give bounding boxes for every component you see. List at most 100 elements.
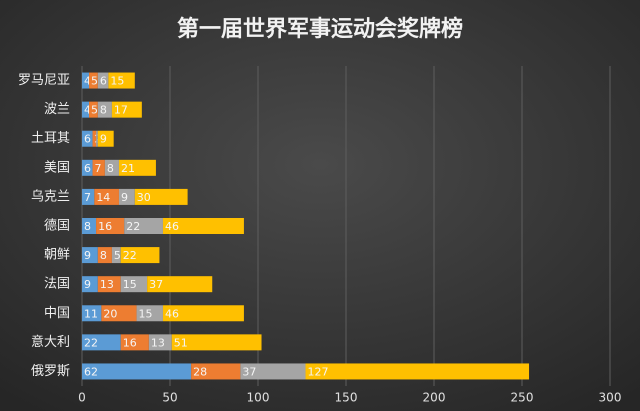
data-label: 46	[165, 220, 179, 233]
x-tick-label: 250	[511, 391, 534, 405]
data-label: 15	[139, 307, 153, 320]
data-label: 20	[103, 307, 117, 320]
bar-segment	[171, 334, 262, 351]
bar-segment	[92, 159, 105, 176]
y-tick-label: 法国	[44, 277, 70, 292]
data-label: 51	[174, 336, 188, 349]
bar-segment	[97, 247, 112, 264]
bar-segment	[82, 101, 90, 118]
data-label: 9	[84, 249, 91, 262]
bar-segment	[118, 188, 135, 205]
chart-title: 第一届世界军事运动会奖牌榜	[177, 16, 463, 42]
bar-segment	[104, 159, 119, 176]
bar-segment	[82, 363, 192, 380]
bar-segment	[136, 305, 163, 322]
data-label: 37	[149, 278, 163, 291]
y-tick-label: 乌克兰	[31, 188, 70, 204]
data-label: 46	[165, 307, 179, 320]
data-label: 15	[123, 278, 137, 291]
bar-segment	[96, 218, 125, 234]
x-tick-label: 100	[247, 391, 270, 405]
data-label: 5	[91, 104, 98, 117]
bar-segment	[124, 218, 163, 234]
data-label: 13	[151, 336, 165, 349]
data-label: 8	[100, 249, 107, 262]
data-label: 6	[100, 75, 107, 88]
bar-segment	[111, 101, 142, 118]
bar-segment	[118, 159, 156, 176]
data-label: 22	[84, 336, 98, 349]
bar-segment	[97, 72, 109, 89]
data-label: 9	[100, 133, 107, 146]
bar-segment	[148, 334, 172, 351]
data-label: 6	[84, 133, 91, 146]
data-label: 127	[308, 365, 329, 378]
y-tick-label: 波兰	[44, 102, 70, 117]
data-label: 7	[84, 191, 91, 204]
data-label: 5	[114, 249, 121, 262]
y-tick-label: 意大利	[31, 334, 70, 350]
x-tick-label: 0	[78, 391, 86, 405]
bar-segment	[111, 247, 121, 264]
bar-segment	[82, 72, 90, 89]
data-label: 13	[100, 278, 114, 291]
bar-segment	[92, 130, 97, 147]
x-tick-label: 150	[335, 391, 358, 405]
bar-segment	[94, 188, 119, 205]
data-label: 5	[91, 75, 98, 88]
bar-segment	[120, 334, 149, 351]
y-tick-label: 俄罗斯	[31, 364, 70, 379]
data-label: 15	[110, 75, 124, 88]
bar-segment	[82, 188, 95, 205]
data-label: 9	[121, 191, 128, 204]
bar-segment	[120, 276, 148, 293]
data-label: 8	[100, 104, 107, 117]
data-label: 22	[126, 220, 140, 233]
data-label: 4	[84, 104, 91, 117]
data-label: 16	[123, 336, 137, 349]
bar-segment	[89, 72, 98, 89]
data-label: 62	[84, 365, 98, 378]
bar-segment	[97, 130, 114, 147]
x-tick-label: 300	[599, 391, 622, 405]
y-tick-label: 德国	[44, 219, 70, 234]
data-label: 37	[242, 365, 256, 378]
data-label: 8	[84, 220, 91, 233]
bar-segment	[82, 218, 97, 234]
bar-segment	[96, 130, 98, 147]
bar-segment	[191, 363, 241, 380]
bar-segment	[82, 334, 121, 351]
data-label: 9	[84, 278, 91, 291]
y-tick-label: 中国	[44, 306, 70, 321]
bar-segment	[82, 247, 98, 264]
bar-segment	[162, 305, 244, 322]
data-label: 22	[123, 249, 137, 262]
bar-segment	[82, 305, 102, 322]
bar-segment	[162, 218, 244, 234]
data-label: 4	[84, 75, 91, 88]
bar-segment	[82, 276, 98, 293]
data-label: 8	[107, 162, 114, 175]
y-tick-label: 土耳其	[31, 131, 70, 146]
bar-segment	[101, 305, 137, 322]
data-label: 14	[96, 191, 110, 204]
data-label: 17	[114, 104, 128, 117]
x-tick-label: 200	[423, 391, 446, 405]
bar-segment	[97, 101, 112, 118]
y-tick-label: 朝鲜	[44, 248, 70, 263]
bar-segment	[120, 247, 160, 264]
data-label: 7	[95, 162, 102, 175]
bar-segment	[108, 72, 135, 89]
data-label: 11	[84, 307, 98, 320]
data-label: 16	[98, 220, 112, 233]
bar-segment	[240, 363, 306, 380]
x-tick-label: 50	[162, 391, 177, 405]
bar-segment	[89, 101, 98, 118]
y-tick-label: 罗马尼亚	[18, 73, 70, 88]
data-label: 21	[121, 162, 135, 175]
data-label: 28	[193, 365, 207, 378]
bar-segment	[82, 159, 93, 176]
data-label: 30	[137, 191, 151, 204]
bar-segment	[305, 363, 530, 380]
